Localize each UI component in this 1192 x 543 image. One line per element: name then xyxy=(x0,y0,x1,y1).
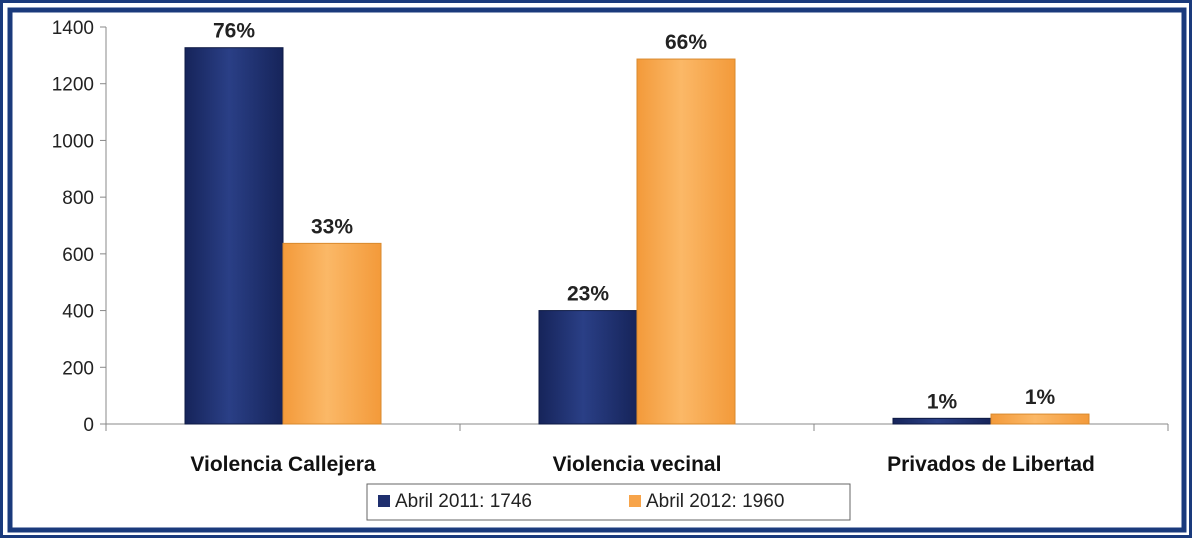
y-tick-label: 600 xyxy=(62,245,94,266)
y-tick-label: 200 xyxy=(62,358,94,379)
y-tick-label: 1400 xyxy=(52,18,94,39)
category-label: Privados de Libertad xyxy=(887,453,1095,476)
data-label: 1% xyxy=(927,390,958,413)
legend-box xyxy=(366,483,851,521)
bar-2011 xyxy=(538,310,638,425)
data-label: 66% xyxy=(665,31,707,54)
legend-label-2011: Abril 2011: 1746 xyxy=(395,491,532,512)
y-tick-label: 800 xyxy=(62,188,94,209)
category-label: Violencia Callejera xyxy=(190,453,376,476)
category-label: Violencia vecinal xyxy=(553,453,722,476)
legend-swatch-2011 xyxy=(378,495,390,507)
legend-label-2012: Abril 2012: 1960 xyxy=(646,491,784,512)
legend: Abril 2011: 1746 Abril 2012: 1960 xyxy=(366,483,851,521)
axes-group: 0 200 400 600 800 1000 1200 1400 xyxy=(52,18,1169,436)
chart-frame-inner xyxy=(7,7,1187,533)
bars-group xyxy=(184,47,1090,425)
data-label: 23% xyxy=(567,283,609,306)
bar-2012 xyxy=(636,58,736,425)
y-tick-label: 1200 xyxy=(52,75,94,96)
y-tick-label: 0 xyxy=(83,415,94,436)
data-label: 33% xyxy=(311,215,353,238)
bar-2012 xyxy=(282,242,382,425)
bar-2011 xyxy=(184,47,284,425)
category-labels-group: Violencia Callejera Violencia vecinal Priv… xyxy=(190,453,1094,476)
data-label: 76% xyxy=(213,20,255,43)
data-labels-group: 76% 33% 23% 66% 1% 1% xyxy=(213,20,1056,414)
y-tick-label: 400 xyxy=(62,302,94,323)
y-tick-label: 1000 xyxy=(52,131,94,152)
bar-2011 xyxy=(892,417,992,425)
bar-2012 xyxy=(990,413,1090,425)
data-label: 1% xyxy=(1025,386,1056,409)
legend-swatch-2012 xyxy=(629,495,641,507)
